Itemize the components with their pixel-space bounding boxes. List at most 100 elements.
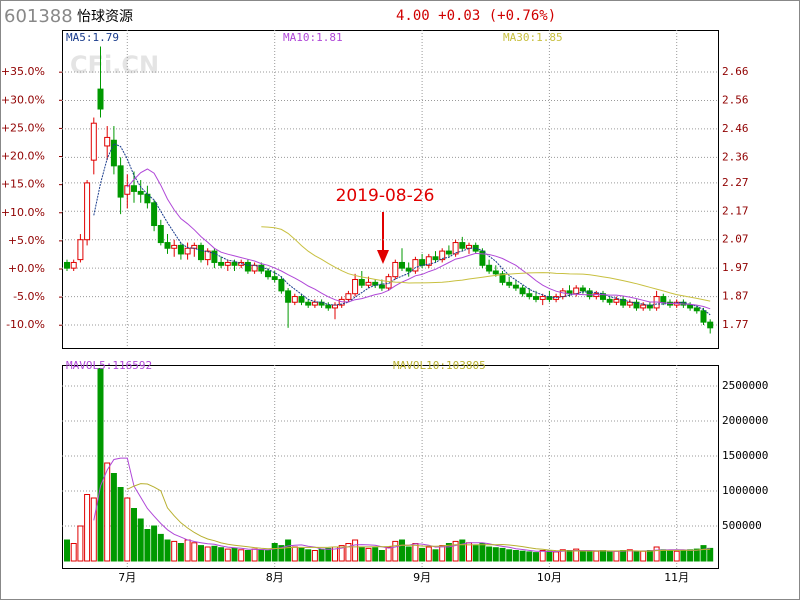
volume-bar — [559, 549, 566, 562]
volume-bar — [365, 547, 372, 562]
volume-bar — [687, 549, 694, 562]
candle-body — [278, 279, 285, 292]
candle-body — [271, 276, 278, 281]
volume-bar — [117, 487, 124, 562]
volume-bar — [506, 549, 513, 562]
candle-body — [466, 244, 472, 249]
candle-body — [687, 304, 694, 309]
volume-bar — [151, 525, 158, 562]
candle-body — [204, 250, 211, 261]
ma-legend: MAVOL10:103805 — [393, 359, 486, 372]
volume-bar — [533, 552, 539, 562]
volume-bar — [157, 533, 164, 562]
y-tick-label: 500000 — [722, 519, 762, 532]
volume-bar — [700, 545, 707, 562]
candle-body — [646, 304, 653, 309]
candle-body — [660, 296, 667, 303]
candle-body — [298, 296, 305, 303]
y-tick-label: 1500000 — [722, 449, 768, 462]
volume-bar — [579, 550, 586, 562]
candle-body — [405, 267, 412, 272]
ma-legend: MA5:1.79 — [66, 31, 119, 44]
candle-body — [586, 290, 593, 298]
stock-name: 怡球资源 — [77, 9, 133, 25]
y-tick-label: 1000000 — [722, 484, 768, 497]
volume-bar — [486, 546, 493, 562]
candle-body — [573, 287, 580, 295]
y2-tick-label: -10.0% — [6, 318, 45, 331]
candle-body — [559, 290, 566, 298]
candle-body — [311, 301, 318, 306]
x-tick-label: 7月 — [118, 571, 136, 584]
candle-body — [124, 185, 131, 195]
ma-line — [127, 483, 711, 552]
candle-body — [218, 261, 225, 266]
volume-bar — [606, 551, 613, 562]
price-panel — [62, 30, 719, 349]
y-tick-label: 2.36 — [722, 150, 749, 163]
volume-bar — [439, 545, 446, 562]
candle-body — [84, 182, 91, 241]
y2-tick-label: +20.0% — [1, 150, 45, 163]
candle-body — [97, 88, 104, 110]
volume-bar — [593, 550, 600, 562]
volume-bar — [626, 549, 633, 562]
candle-body — [104, 136, 111, 147]
volume-bar — [171, 540, 178, 562]
volume-bar — [392, 540, 399, 562]
volume-bar — [265, 550, 271, 562]
candle-body — [378, 284, 385, 289]
ma-line — [261, 226, 711, 302]
volume-bar — [104, 462, 111, 562]
volume-bar — [70, 543, 77, 562]
volume-bar — [553, 551, 560, 562]
candle-body — [512, 284, 519, 289]
y2-tick-label: +10.0% — [1, 206, 45, 219]
volume-bar — [412, 543, 419, 562]
candle-body — [151, 202, 158, 227]
volume-bar — [338, 545, 345, 562]
quote: 4.00 +0.03 (+0.76%) — [396, 8, 556, 24]
volume-bar — [640, 550, 647, 562]
volume-bar — [419, 547, 426, 562]
candle-body — [539, 296, 546, 300]
volume-bar — [479, 543, 486, 562]
volume-bar — [305, 549, 312, 562]
volume-bar — [124, 497, 131, 562]
candle-body — [707, 321, 714, 329]
y2-tick-label: +15.0% — [1, 178, 45, 191]
y-tick-label: 2.56 — [722, 93, 749, 106]
volume-bar — [378, 550, 385, 562]
y2-tick-label: +5.0% — [8, 234, 45, 247]
volume-bar — [358, 546, 365, 562]
candle-body — [137, 190, 144, 195]
volume-bar — [144, 529, 151, 562]
volume-bar — [258, 549, 265, 562]
y-tick-label: 1.87 — [722, 290, 749, 303]
volume-bar — [600, 550, 606, 562]
candle-body — [318, 301, 325, 306]
volume-bar — [472, 545, 479, 562]
candle-body — [693, 307, 700, 312]
y-tick-label: 2500000 — [722, 379, 768, 392]
candle-body — [265, 270, 271, 278]
y-tick-label: 1.97 — [722, 261, 749, 274]
volume-bar — [238, 549, 245, 562]
x-tick-label: 10月 — [537, 571, 562, 584]
candle-body — [231, 261, 238, 266]
volume-bar — [271, 543, 278, 562]
volume-panel — [62, 365, 719, 569]
volume-bar — [352, 539, 359, 562]
candle-body — [620, 298, 627, 306]
candle-body — [392, 261, 399, 278]
volume-bar — [177, 543, 184, 562]
candle-body — [519, 287, 526, 295]
volume-bar — [445, 543, 452, 562]
candle-body — [533, 296, 539, 300]
candle-body — [198, 244, 204, 261]
volume-bar — [385, 546, 392, 562]
volume-bar — [211, 545, 218, 562]
volume-bar — [673, 550, 680, 562]
volume-bar — [164, 539, 171, 562]
